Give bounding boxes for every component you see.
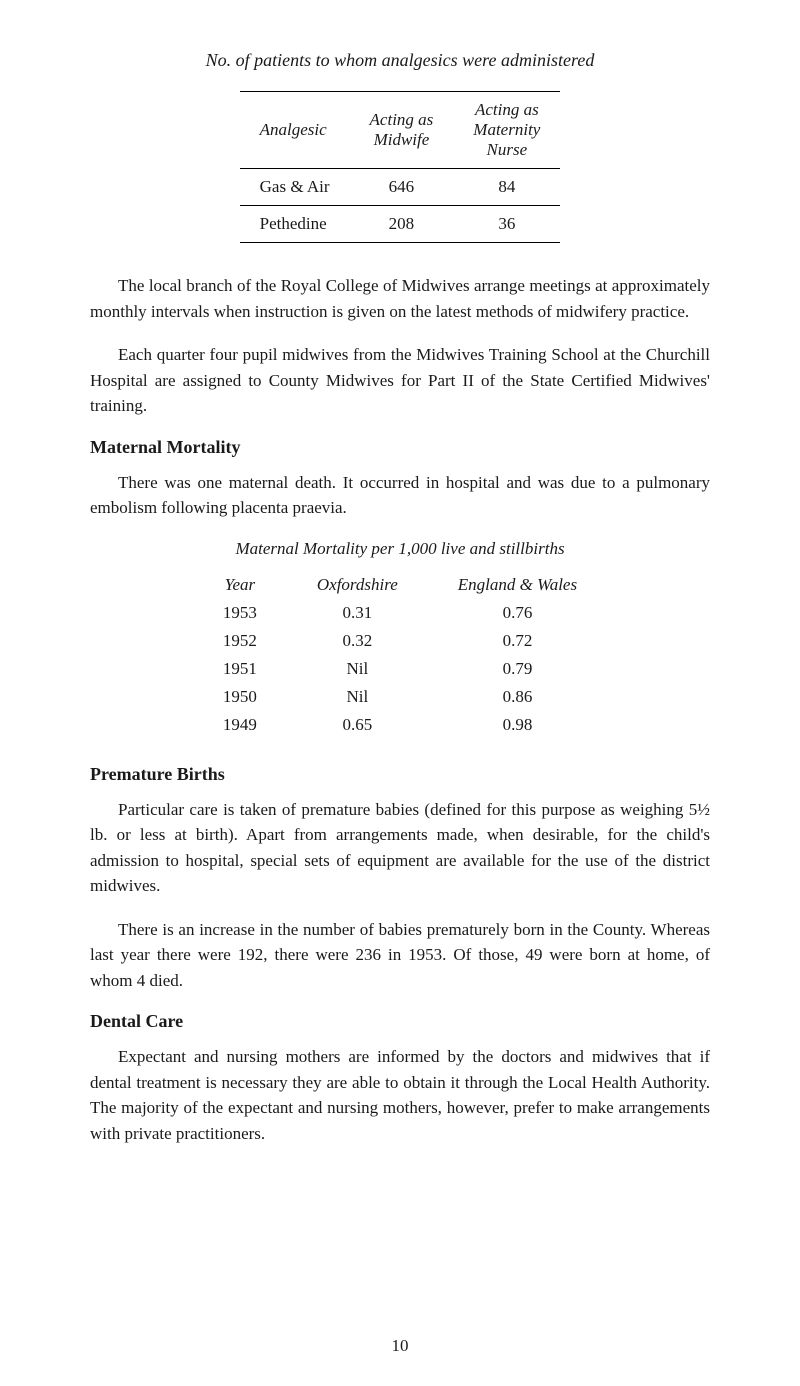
table-cell: 208 bbox=[350, 206, 454, 243]
section-heading: Maternal Mortality bbox=[90, 437, 710, 458]
body-paragraph: There was one maternal death. It occurre… bbox=[90, 470, 710, 521]
table-cell: Nil bbox=[287, 683, 428, 711]
table-cell: 1951 bbox=[193, 655, 287, 683]
table-cell: 1949 bbox=[193, 711, 287, 739]
body-paragraph: Particular care is taken of premature ba… bbox=[90, 797, 710, 899]
table-cell: 0.79 bbox=[428, 655, 607, 683]
body-paragraph: Expectant and nursing mothers are inform… bbox=[90, 1044, 710, 1146]
analgesic-table: Analgesic Acting asMidwife Acting asMate… bbox=[240, 91, 561, 243]
section-heading: Dental Care bbox=[90, 1011, 710, 1032]
table-cell: 36 bbox=[453, 206, 560, 243]
table-header: Analgesic bbox=[240, 92, 350, 169]
body-paragraph: The local branch of the Royal College of… bbox=[90, 273, 710, 324]
table-cell: 1950 bbox=[193, 683, 287, 711]
table-cell: Nil bbox=[287, 655, 428, 683]
table-cell: 0.86 bbox=[428, 683, 607, 711]
section-heading: Premature Births bbox=[90, 764, 710, 785]
table-cell: Pethedine bbox=[240, 206, 350, 243]
table-header: Year bbox=[193, 571, 287, 599]
body-paragraph: Each quarter four pupil midwives from th… bbox=[90, 342, 710, 419]
page-number: 10 bbox=[392, 1336, 409, 1356]
table-subtitle: Maternal Mortality per 1,000 live and st… bbox=[90, 539, 710, 559]
table-header: Acting asMaternityNurse bbox=[453, 92, 560, 169]
table-header: England & Wales bbox=[428, 571, 607, 599]
table-cell: 646 bbox=[350, 169, 454, 206]
page-title: No. of patients to whom analgesics were … bbox=[90, 50, 710, 71]
body-paragraph: There is an increase in the number of ba… bbox=[90, 917, 710, 994]
table-header: Oxfordshire bbox=[287, 571, 428, 599]
mortality-table: Year Oxfordshire England & Wales 1953 0.… bbox=[193, 571, 607, 739]
table-cell: 0.76 bbox=[428, 599, 607, 627]
table-header: Acting asMidwife bbox=[350, 92, 454, 169]
table-cell: 1952 bbox=[193, 627, 287, 655]
table-cell: 0.98 bbox=[428, 711, 607, 739]
table-cell: 84 bbox=[453, 169, 560, 206]
table-cell: 0.72 bbox=[428, 627, 607, 655]
table-cell: 0.32 bbox=[287, 627, 428, 655]
table-cell: 0.31 bbox=[287, 599, 428, 627]
table-cell: Gas & Air bbox=[240, 169, 350, 206]
table-cell: 0.65 bbox=[287, 711, 428, 739]
table-cell: 1953 bbox=[193, 599, 287, 627]
